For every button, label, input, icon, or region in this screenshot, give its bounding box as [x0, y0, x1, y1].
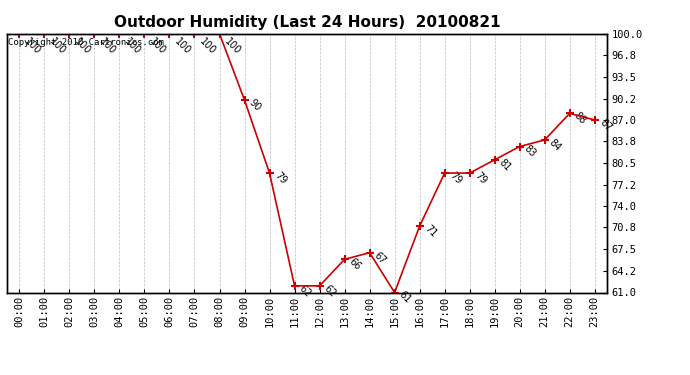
- Text: Copyright 2010 Cartronics.com: Copyright 2010 Cartronics.com: [8, 38, 164, 46]
- Text: 83: 83: [522, 144, 538, 159]
- Text: 100: 100: [172, 36, 193, 57]
- Text: 100: 100: [197, 36, 217, 57]
- Text: 88: 88: [573, 111, 588, 126]
- Text: 87: 87: [598, 117, 613, 133]
- Text: 84: 84: [547, 137, 563, 153]
- Text: 62: 62: [297, 283, 313, 299]
- Text: 71: 71: [422, 224, 438, 239]
- Text: 61: 61: [397, 290, 413, 306]
- Text: 66: 66: [347, 256, 363, 272]
- Text: 79: 79: [473, 170, 489, 186]
- Text: 79: 79: [273, 170, 288, 186]
- Text: 81: 81: [497, 157, 513, 173]
- Text: 100: 100: [22, 36, 42, 57]
- Text: 100: 100: [47, 36, 67, 57]
- Text: 79: 79: [447, 170, 463, 186]
- Text: 62: 62: [322, 283, 338, 299]
- Text: 100: 100: [147, 36, 167, 57]
- Text: 100: 100: [122, 36, 142, 57]
- Text: 90: 90: [247, 98, 263, 113]
- Text: 67: 67: [373, 250, 388, 266]
- Text: 100: 100: [97, 36, 117, 57]
- Text: 100: 100: [72, 36, 92, 57]
- Text: 100: 100: [222, 36, 242, 57]
- Title: Outdoor Humidity (Last 24 Hours)  20100821: Outdoor Humidity (Last 24 Hours) 2010082…: [114, 15, 500, 30]
